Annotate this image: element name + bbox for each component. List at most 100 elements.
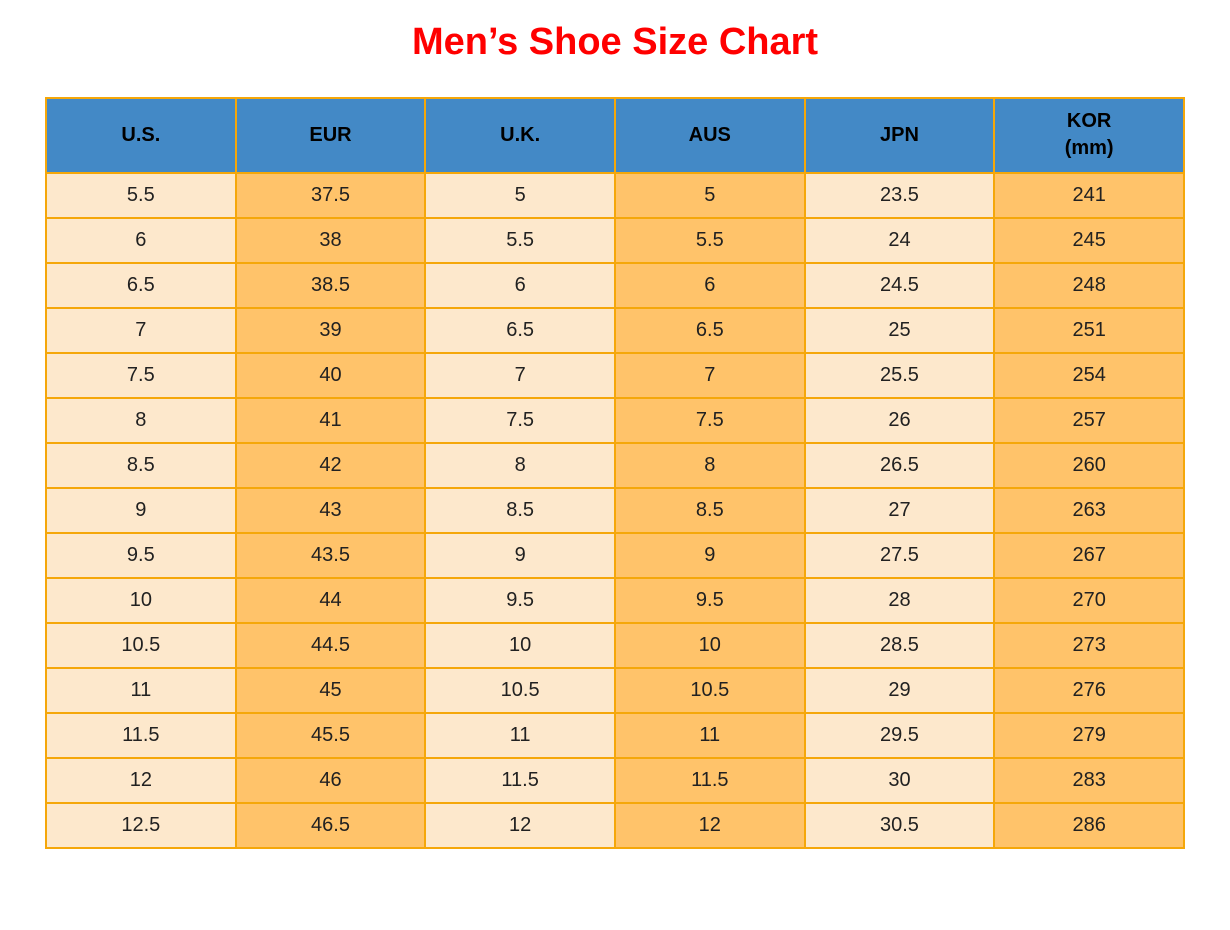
- table-cell: 251: [993, 306, 1185, 354]
- table-cell: 38.5: [234, 261, 427, 309]
- table-cell: 9.5: [424, 576, 616, 624]
- table-cell: 45.5: [234, 711, 427, 759]
- table-cell: 10: [45, 576, 237, 624]
- column-header-aus: AUS: [613, 96, 806, 174]
- table-row: 10.5 44.5 10 10 28.5 273: [45, 621, 1185, 669]
- table-cell: 24.5: [803, 261, 996, 309]
- table-cell: 9: [424, 531, 616, 579]
- table-cell: 270: [993, 576, 1185, 624]
- table-cell: 10.5: [613, 666, 806, 714]
- table-cell: 10: [613, 621, 806, 669]
- table-cell: 5.5: [45, 171, 237, 219]
- table-cell: 260: [993, 441, 1185, 489]
- table-row: 7 39 6.5 6.5 25 251: [45, 306, 1185, 354]
- column-header-kor: KOR (mm): [993, 96, 1185, 174]
- table-row: 9 43 8.5 8.5 27 263: [45, 486, 1185, 534]
- table-cell: 8.5: [45, 441, 237, 489]
- table-cell: 11.5: [45, 711, 237, 759]
- table-cell: 11.5: [424, 756, 616, 804]
- table-cell: 6: [45, 216, 237, 264]
- table-cell: 6.5: [45, 261, 237, 309]
- table-cell: 46: [234, 756, 427, 804]
- table-cell: 6: [424, 261, 616, 309]
- table-cell: 46.5: [234, 801, 427, 849]
- table-cell: 9: [613, 531, 806, 579]
- table-cell: 39: [234, 306, 427, 354]
- table-cell: 12: [424, 801, 616, 849]
- table-row: 8 41 7.5 7.5 26 257: [45, 396, 1185, 444]
- column-header-label: U.S.: [121, 123, 161, 146]
- table-cell: 7.5: [424, 396, 616, 444]
- column-header-us: U.S.: [45, 96, 237, 174]
- table-cell: 8: [613, 441, 806, 489]
- table-cell: 5: [613, 171, 806, 219]
- table-cell: 267: [993, 531, 1185, 579]
- table-cell: 9: [45, 486, 237, 534]
- table-cell: 11: [613, 711, 806, 759]
- table-cell: 276: [993, 666, 1185, 714]
- column-header-label: EUR: [309, 123, 352, 146]
- table-row: 10 44 9.5 9.5 28 270: [45, 576, 1185, 624]
- table-cell: 10.5: [45, 621, 237, 669]
- table-cell: 44.5: [234, 621, 427, 669]
- table-cell: 257: [993, 396, 1185, 444]
- table-cell: 8: [424, 441, 616, 489]
- table-cell: 29: [803, 666, 996, 714]
- table-cell: 283: [993, 756, 1185, 804]
- page-title: Men’s Shoe Size Chart: [411, 21, 819, 63]
- table-cell: 41: [234, 396, 427, 444]
- table-cell: 44: [234, 576, 427, 624]
- table-row: 9.5 43.5 9 9 27.5 267: [45, 531, 1185, 579]
- table-cell: 5.5: [613, 216, 806, 264]
- table-cell: 11.5: [613, 756, 806, 804]
- table-cell: 7.5: [613, 396, 806, 444]
- table-cell: 43: [234, 486, 427, 534]
- table-cell: 38: [234, 216, 427, 264]
- table-cell: 5: [424, 171, 616, 219]
- table-cell: 286: [993, 801, 1185, 849]
- column-header-label: KOR: [1066, 110, 1112, 133]
- column-header-label: AUS: [688, 123, 731, 146]
- table-cell: 43.5: [234, 531, 427, 579]
- table-cell: 12.5: [45, 801, 237, 849]
- column-header-uk: U.K.: [424, 96, 616, 174]
- page: Men’s Shoe Size Chart U.S. EUR U.K. AUS JPN K…: [0, 20, 1230, 849]
- column-header-label: U.K.: [500, 123, 541, 146]
- table-cell: 8.5: [424, 486, 616, 534]
- table-cell: 245: [993, 216, 1185, 264]
- table-cell: 24: [803, 216, 996, 264]
- shoe-size-table: U.S. EUR U.K. AUS JPN KOR (mm) 5.5 37.5 5 5 23.5 24…: [45, 96, 1185, 849]
- table-cell: 25: [803, 306, 996, 354]
- table-row: 6.5 38.5 6 6 24.5 248: [45, 261, 1185, 309]
- table-cell: 40: [234, 351, 427, 399]
- table-cell: 26.5: [803, 441, 996, 489]
- table-row: 12.5 46.5 12 12 30.5 286: [45, 801, 1185, 849]
- table-row: 5.5 37.5 5 5 23.5 241: [45, 171, 1185, 219]
- table-row: 11 45 10.5 10.5 29 276: [45, 666, 1185, 714]
- table-header: U.S. EUR U.K. AUS JPN KOR (mm): [45, 96, 1185, 174]
- header-row: U.S. EUR U.K. AUS JPN KOR (mm): [45, 96, 1185, 174]
- table-cell: 8.5: [613, 486, 806, 534]
- table-cell: 12: [613, 801, 806, 849]
- table-body: 5.5 37.5 5 5 23.5 241 6 38 5.5 5.5 24 245 6.5 38.5 6 6 2…: [45, 171, 1185, 849]
- table-cell: 42: [234, 441, 427, 489]
- table-row: 12 46 11.5 11.5 30 283: [45, 756, 1185, 804]
- table-cell: 6.5: [424, 306, 616, 354]
- table-cell: 30.5: [803, 801, 996, 849]
- table-cell: 26: [803, 396, 996, 444]
- table-cell: 7: [424, 351, 616, 399]
- table-cell: 6: [613, 261, 806, 309]
- table-cell: 7: [613, 351, 806, 399]
- table-cell: 11: [424, 711, 616, 759]
- table-cell: 12: [45, 756, 237, 804]
- table-row: 8.5 42 8 8 26.5 260: [45, 441, 1185, 489]
- table-cell: 10.5: [424, 666, 616, 714]
- table-row: 7.5 40 7 7 25.5 254: [45, 351, 1185, 399]
- table-cell: 27: [803, 486, 996, 534]
- table-cell: 29.5: [803, 711, 996, 759]
- table-cell: 28: [803, 576, 996, 624]
- table-cell: 25.5: [803, 351, 996, 399]
- table-cell: 273: [993, 621, 1185, 669]
- column-header-eur: EUR: [234, 96, 427, 174]
- table-cell: 279: [993, 711, 1185, 759]
